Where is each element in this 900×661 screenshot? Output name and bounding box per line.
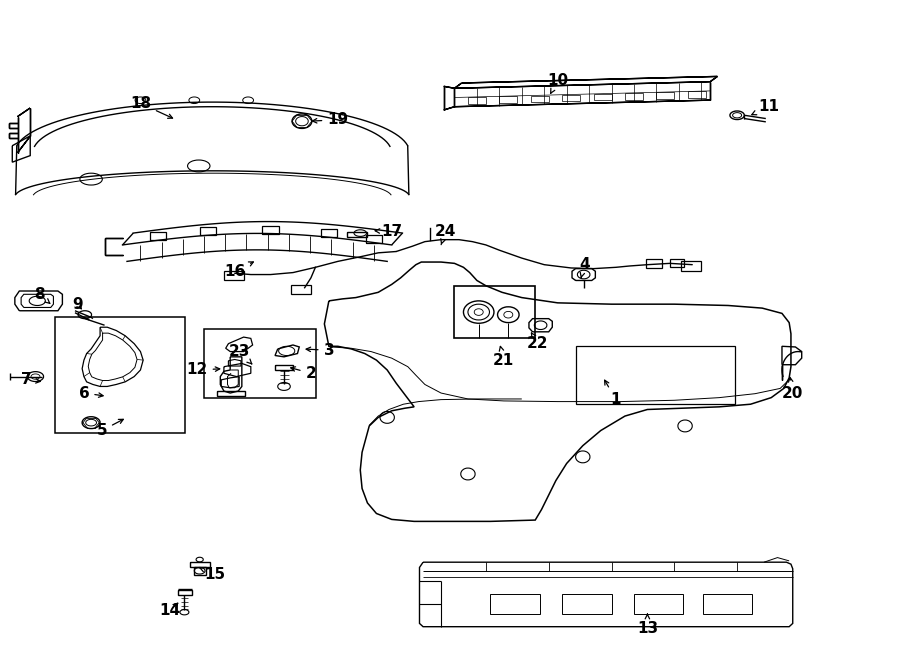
Bar [468, 97, 486, 104]
Text: 12: 12 [186, 362, 220, 377]
Bar [491, 594, 540, 613]
Bar [634, 594, 683, 613]
Bar [224, 270, 244, 280]
Bar [204, 329, 316, 398]
Bar [531, 96, 549, 102]
Text: 15: 15 [199, 566, 226, 582]
Text: 19: 19 [312, 112, 348, 128]
Text: 6: 6 [78, 385, 104, 401]
Text: 20: 20 [782, 377, 804, 401]
Bar [454, 286, 536, 338]
Text: 10: 10 [547, 73, 568, 93]
Text: 17: 17 [375, 224, 402, 239]
Text: 21: 21 [493, 346, 515, 368]
Text: 3: 3 [306, 343, 334, 358]
Text: 16: 16 [224, 262, 254, 279]
Bar [670, 258, 684, 267]
Text: 8: 8 [34, 287, 50, 303]
Text: 5: 5 [96, 419, 123, 438]
Bar [576, 346, 735, 405]
Bar [55, 317, 185, 432]
Text: 22: 22 [527, 333, 549, 351]
Text: 1: 1 [605, 380, 621, 407]
Text: 24: 24 [435, 224, 456, 245]
Text: 9: 9 [72, 297, 83, 312]
Bar [656, 93, 674, 99]
Bar [645, 258, 662, 268]
Text: 11: 11 [752, 99, 779, 115]
Text: 14: 14 [159, 603, 181, 618]
Bar [500, 97, 518, 103]
Text: 7: 7 [22, 372, 40, 387]
Bar [625, 93, 643, 100]
Text: 23: 23 [229, 344, 252, 364]
Bar [562, 95, 580, 101]
Bar [688, 91, 706, 98]
Bar [562, 594, 611, 613]
Bar [594, 94, 611, 100]
Bar [703, 594, 752, 613]
Bar [292, 285, 310, 294]
Bar [681, 261, 701, 270]
Text: 13: 13 [637, 614, 658, 635]
Text: 18: 18 [130, 96, 173, 118]
Text: 2: 2 [291, 366, 316, 381]
Text: 4: 4 [580, 257, 590, 278]
